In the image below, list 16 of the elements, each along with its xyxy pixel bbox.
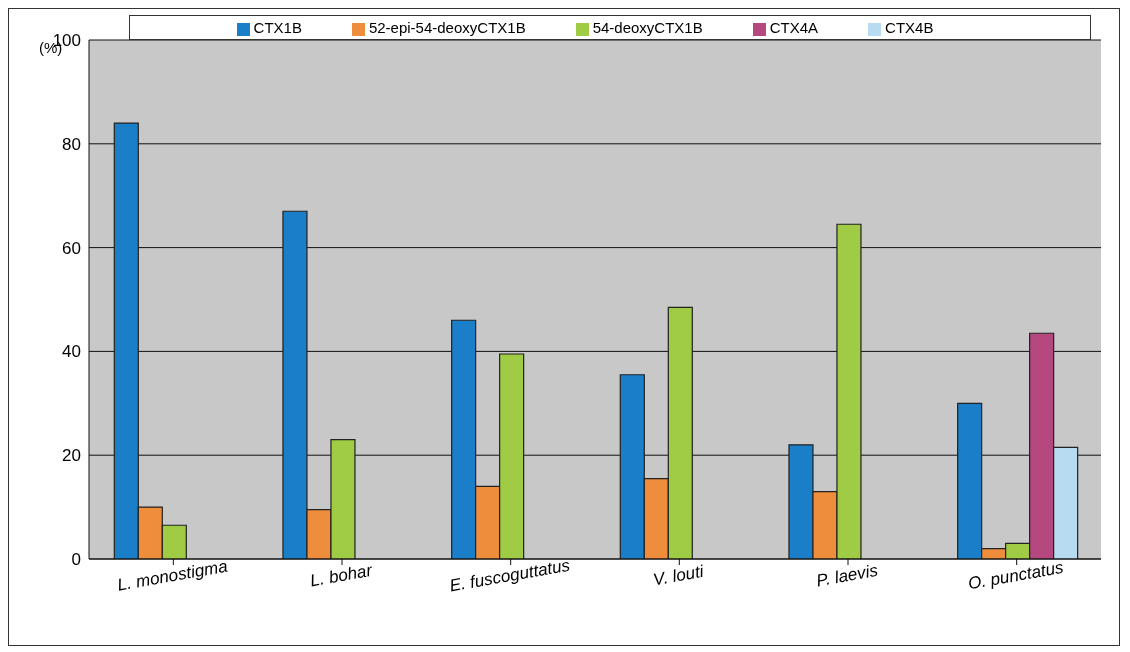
y-tick-label: 60 [62,238,81,258]
x-tick-label: E. fuscoguttatus [448,555,572,596]
x-tick-label: V. louti [651,561,707,590]
y-tick-label: 20 [62,446,81,466]
legend-label: 54-deoxyCTX1B [592,19,703,36]
legend-label: CTX1B [253,19,302,36]
y-tick-label: 0 [71,550,81,570]
x-tick-label: P. laevis [814,560,880,591]
legend-label: 52-epi-54-deoxyCTX1B [368,19,526,36]
y-tick-label: 80 [62,134,81,154]
legend-label: CTX4B [885,19,934,36]
y-tick-label: 40 [62,342,81,362]
x-tick-label: L. bohar [308,560,375,591]
x-tick-label: L. monostigma [115,556,229,595]
legend-label: CTX4A [769,19,819,36]
x-tick-label: O. punctatus [966,557,1066,594]
